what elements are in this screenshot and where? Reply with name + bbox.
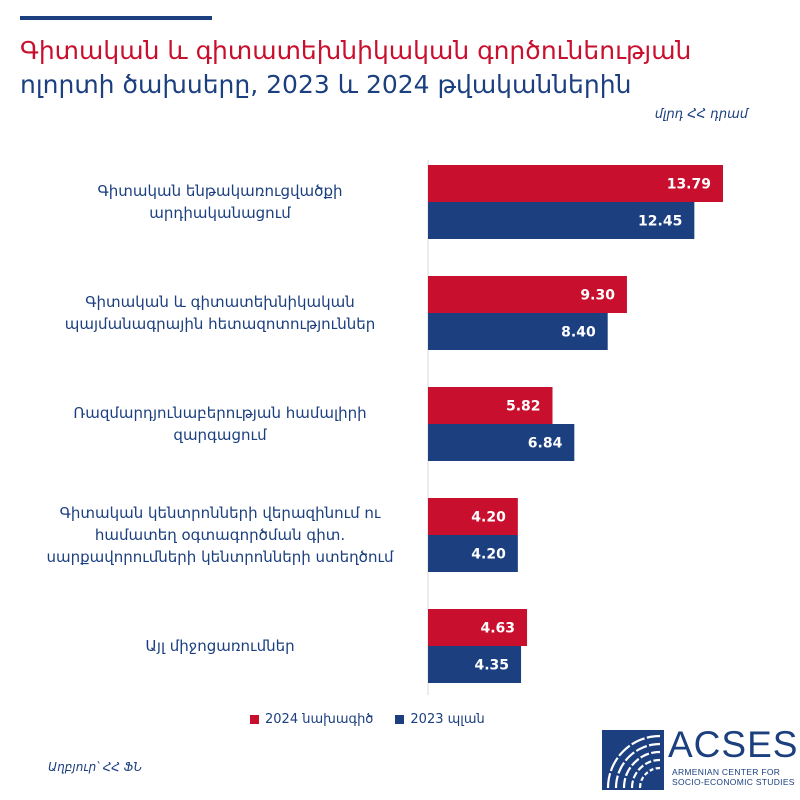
acses-logo: ACSES ARMENIAN CENTER FOR SOCIO-ECONOMIC… (602, 724, 797, 790)
legend-label-2023: 2023 պլան (410, 712, 485, 727)
value-label-2023-cat-1: 8.40 (561, 325, 596, 341)
legend-item-2023: 2023 պլան (395, 712, 485, 727)
legend-swatch-2024 (250, 715, 259, 724)
logo-subtitle-line1: ARMENIAN CENTER FOR (672, 767, 781, 777)
chart-title: Գիտական և գիտատեխնիկական գործունեության … (20, 34, 780, 102)
category-label-1-line-0: Գիտական և գիտատեխնիկական (85, 293, 355, 311)
bar-2023-cat-4 (428, 646, 522, 683)
unit-label: մլրդ ՀՀ դրամ (654, 107, 748, 122)
value-label-2024-cat-4: 4.63 (480, 621, 515, 637)
value-label-2024-cat-3: 4.20 (471, 510, 506, 526)
value-label-2024-cat-0: 13.79 (667, 177, 711, 193)
category-label-3-line-1: համատեղ օգտագործման գիտ. (95, 526, 345, 544)
category-label-4-line-0: Այլ միջոցառումներ (145, 637, 294, 655)
top-rule (20, 16, 212, 20)
bar-2023-cat-1 (428, 313, 608, 350)
legend-swatch-2023 (395, 715, 405, 724)
value-label-2023-cat-0: 12.45 (638, 214, 682, 230)
chart-title-rest: ոլորտի ծախսերը, 2023 և 2024 թվականներին (20, 70, 632, 99)
value-label-2024-cat-1: 9.30 (580, 288, 615, 304)
legend: 2024 նախագիծ 2023 պլան (250, 712, 485, 727)
bar-2024-cat-3 (428, 498, 518, 535)
category-label-3: Գիտական կենտրոնների վերազինում ու համատեղ… (46, 504, 394, 566)
legend-item-2024: 2024 նախագիծ (250, 712, 373, 727)
bar-2024-cat-1 (428, 276, 627, 313)
bar-2024-cat-0 (428, 165, 723, 202)
category-label-2: Ռազմարդյունաբերության համալիրի զարգացում (73, 404, 366, 444)
legend-label-2024: 2024 նախագիծ (265, 712, 374, 727)
source-note: Աղբյուր՝ ՀՀ ՖՆ (48, 760, 143, 774)
bars-group: 13.79 12.45 Գիտական ենթակառուցվածքի արդիակա… (46, 165, 723, 683)
bar-2024-cat-2 (428, 387, 553, 424)
bar-2023-cat-2 (428, 424, 575, 461)
category-label-1: Գիտական և գիտատեխնիկական պայմանագրային հե… (65, 293, 375, 333)
bar-2023-cat-3 (428, 535, 518, 572)
acses-emblem-icon (602, 730, 664, 790)
value-label-2024-cat-2: 5.82 (506, 399, 541, 415)
category-label-3-line-2: սարքավորումների կենտրոնների ստեղծում (46, 548, 394, 566)
category-label-0-line-1: արդիականացում (149, 204, 291, 222)
logo-subtitle-line2: SOCIO-ECONOMIC STUDIES (672, 777, 795, 787)
category-label-2-line-0: Ռազմարդյունաբերության համալիրի (73, 404, 366, 422)
category-label-0-line-0: Գիտական ենթակառուցվածքի (98, 182, 343, 200)
value-label-2023-cat-2: 6.84 (528, 436, 563, 452)
bar-2023-cat-0 (428, 202, 695, 239)
category-label-1-line-1: պայմանագրային հետազոտություններ (65, 315, 375, 333)
category-label-3-line-0: Գիտական կենտրոնների վերազինում ու (60, 504, 381, 522)
category-label-4: Այլ միջոցառումներ (145, 637, 294, 655)
bar-2024-cat-4 (428, 609, 528, 646)
logo-name: ACSES (668, 724, 799, 765)
chart-title-highlight: Գիտական և գիտատեխնիկական գործունեության (20, 36, 692, 65)
category-label-2-line-1: զարգացում (173, 426, 267, 444)
value-label-2023-cat-3: 4.20 (471, 547, 506, 563)
logo-subtitle: ARMENIAN CENTER FOR SOCIO-ECONOMIC STUDI… (672, 767, 800, 787)
value-label-2023-cat-4: 4.35 (475, 658, 510, 674)
category-label-0: Գիտական ենթակառուցվածքի արդիականացում (98, 182, 343, 222)
